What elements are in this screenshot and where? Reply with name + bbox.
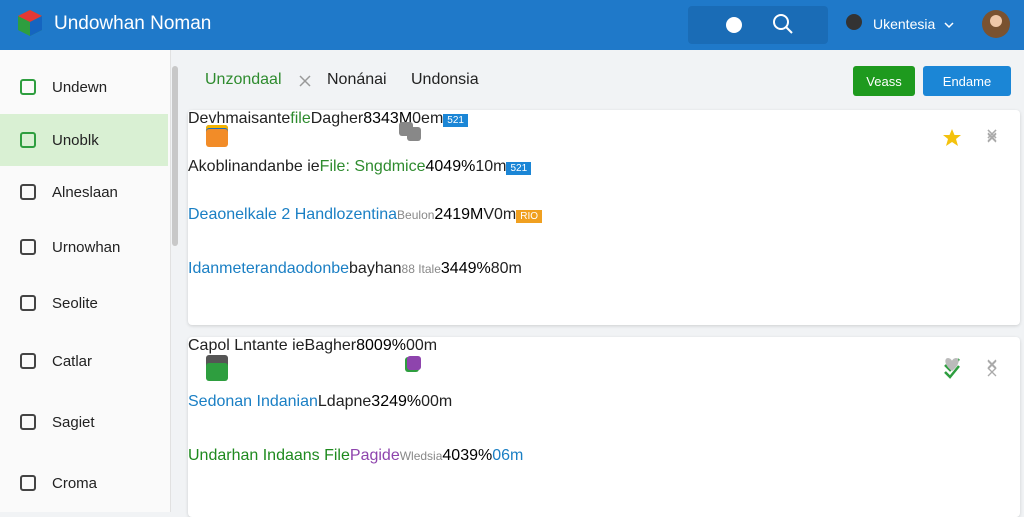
sidebar-label: Seolite [52,294,98,312]
app-title: Undowhan Noman [54,13,212,34]
sidebar-label: Urnowhan [52,238,121,256]
file-label: Dagher [310,110,364,127]
file-icon [206,363,228,381]
file-row[interactable]: Deaonelkale 2 HandlozentinaBeulon2419MV0… [188,128,1020,260]
file-row[interactable]: Idanmeterandaodonbe bayhan88 Itale3449%80… [188,122,1020,316]
file-tag: file [290,110,311,127]
file-icon [206,129,228,147]
file-title: Devhmaisante [188,110,291,127]
status-badge: 521 [506,162,532,175]
file-size: 8343M [363,110,413,127]
status-badge: 521 [443,114,468,127]
sidebar-icon [20,295,36,311]
file-label: Pagide [349,447,400,464]
app-logo [18,10,42,36]
file-size: 8009% [356,337,406,354]
sidebar-icon [20,353,36,369]
sidebar-label: Croma [52,474,98,492]
sidebar-item[interactable]: Undewn [0,61,168,113]
file-label: Ldapne [317,393,372,410]
file-row[interactable]: Undarhan Indaans File PagideWledsia4039%0… [188,356,1020,517]
tab[interactable]: Unzondaal [205,71,282,88]
file-time: 00m [421,393,453,410]
status-icon [945,358,959,371]
sidebar-label: Alneslaan [52,183,118,201]
file-tag: File: Sngdmice [319,158,426,175]
label-icon [399,122,413,136]
file-title: Sedonan Indanian [188,393,318,410]
action-button[interactable]: Endame [923,66,1011,96]
file-time: 06m [492,447,524,464]
sidebar-label: Catlar [52,352,93,370]
file-title: Capol Lntante ie [188,337,305,354]
file-time: 80m [490,260,522,277]
top-bar: Undowhan Noman Ukentesia [0,0,1024,50]
label-icon [407,356,421,370]
sidebar-icon [20,132,36,148]
tab[interactable]: Undonsia [411,71,479,88]
scrollbar [172,66,178,246]
action-button[interactable]: Veass [853,66,915,96]
file-title: Undarhan Indaans File [188,447,350,464]
row-close [987,133,997,143]
sidebar-icon [20,475,36,491]
status-icon [943,129,961,146]
sidebar-label: Undewn [52,78,108,96]
file-label: bayhan [349,260,402,277]
file-title: Deaonelkale 2 Handlozentina [188,206,398,223]
file-time: 10m [475,158,507,175]
file-card: Capol Lntante ie Bagher8009%00m Sedonan In… [188,337,1020,517]
sidebar-item[interactable]: Urnowhan [0,221,168,273]
row-close [987,132,997,142]
sidebar-item[interactable]: Alneslaan [0,166,168,218]
sidebar-icon [20,79,36,95]
sidebar-item[interactable]: Catlar [0,335,168,387]
sidebar-label: Sagiet [52,413,95,431]
file-size: 2419M [434,206,484,223]
sidebar: Undewn Unoblk Alneslaan Urnowhan Seolite Catl… [0,50,171,512]
row-close [987,129,997,139]
sidebar-label: Unoblk [52,131,99,149]
row-close [987,359,997,369]
top-icons [688,6,1010,44]
sidebar-icon [20,239,36,255]
file-time: V0m [483,206,517,223]
file-subtitle: 88 Itale [401,262,441,276]
sidebar-item[interactable]: Unoblk [0,114,168,166]
file-row[interactable]: Sedonan Indanian Ldapne3249%00m [188,355,1020,447]
file-title: Idanmeterandaodonbe [188,260,350,277]
status-icon [944,365,960,379]
status-badge: RIO [516,210,543,223]
file-time: 00m [405,337,438,354]
file-size: 4039% [442,447,493,464]
file-subtitle: Beulon [397,208,435,222]
tab-close [299,75,311,87]
file-row[interactable]: Devhmaisantefile Dagher8343M0em 521 [188,110,1020,158]
user-name[interactable]: Ukentesia [873,16,936,32]
sidebar-item[interactable]: Seolite [0,277,168,329]
file-time: 0em [412,110,444,127]
sidebar-icon [20,184,36,200]
file-title: Akoblinandanbe ie [188,158,320,175]
file-size: 3249% [371,393,422,410]
sidebar-item[interactable]: Sagiet [0,396,168,448]
file-row[interactable]: Capol Lntante ie Bagher8009%00m [188,337,1020,393]
file-size: 4049% [425,158,476,175]
file-card: Devhmaisantefile Dagher8343M0em 521 Akoblin… [188,110,1020,325]
sidebar-item[interactable]: Croma [0,457,168,509]
file-subtitle: Wledsia [399,449,443,463]
file-label: Bagher [304,337,357,354]
file-row[interactable]: Akoblinandanbe ieFile: Sngdmice4049%10m 5… [188,125,1020,206]
tab[interactable]: Nonánai [327,71,387,88]
sidebar-icon [20,414,36,430]
row-close [987,367,997,377]
file-size: 3449% [440,260,491,277]
